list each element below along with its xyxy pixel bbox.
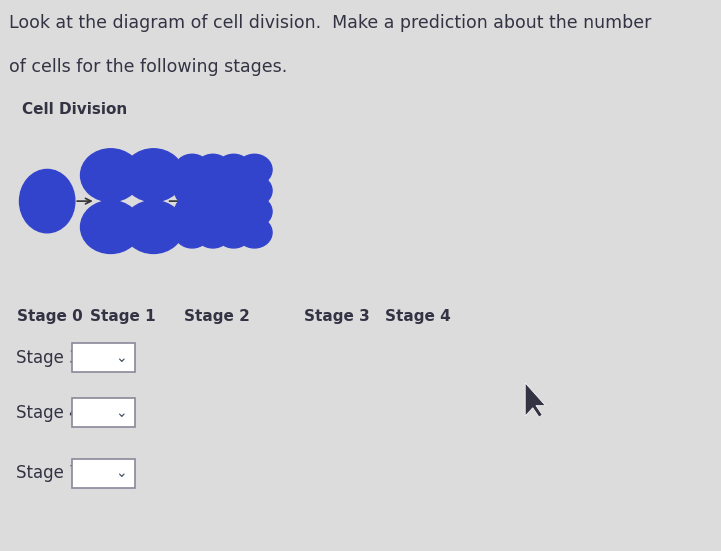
- FancyBboxPatch shape: [72, 459, 136, 488]
- Circle shape: [123, 201, 184, 253]
- Circle shape: [236, 196, 272, 227]
- Text: ⌄: ⌄: [115, 350, 127, 365]
- Text: Stage 0: Stage 0: [17, 309, 83, 323]
- Circle shape: [216, 217, 252, 248]
- Circle shape: [81, 201, 141, 253]
- Text: Stage 3:: Stage 3:: [16, 349, 85, 366]
- Text: Cell Division: Cell Division: [22, 102, 128, 117]
- Text: of cells for the following stages.: of cells for the following stages.: [9, 58, 288, 76]
- Circle shape: [216, 196, 252, 227]
- Circle shape: [123, 149, 184, 202]
- Circle shape: [174, 196, 210, 227]
- Circle shape: [236, 217, 272, 248]
- Circle shape: [216, 154, 252, 185]
- Text: ⌄: ⌄: [115, 466, 127, 480]
- FancyBboxPatch shape: [72, 343, 136, 372]
- Polygon shape: [525, 383, 545, 417]
- Ellipse shape: [19, 170, 75, 233]
- Text: Stage 4: Stage 4: [386, 309, 451, 323]
- Text: Stage 3: Stage 3: [304, 309, 369, 323]
- Circle shape: [236, 175, 272, 206]
- Text: Stage 7:: Stage 7:: [16, 464, 85, 482]
- Circle shape: [174, 154, 210, 185]
- Text: Stage 1: Stage 1: [90, 309, 156, 323]
- Circle shape: [174, 175, 210, 206]
- Text: Stage 2: Stage 2: [184, 309, 250, 323]
- Circle shape: [216, 175, 252, 206]
- Circle shape: [195, 154, 231, 185]
- Circle shape: [195, 175, 231, 206]
- Circle shape: [195, 217, 231, 248]
- Text: ⌄: ⌄: [115, 406, 127, 420]
- Text: Stage 4:: Stage 4:: [16, 404, 85, 422]
- FancyBboxPatch shape: [72, 398, 136, 427]
- Circle shape: [195, 196, 231, 227]
- Circle shape: [174, 217, 210, 248]
- Circle shape: [81, 149, 141, 202]
- Text: Look at the diagram of cell division.  Make a prediction about the number: Look at the diagram of cell division. Ma…: [9, 14, 652, 32]
- Circle shape: [236, 154, 272, 185]
